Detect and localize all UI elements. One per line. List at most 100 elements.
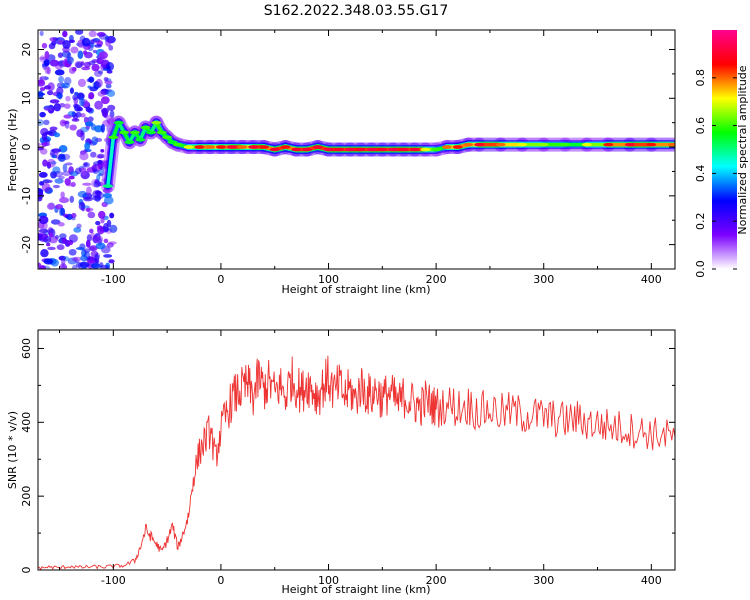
spectrogram-speckle xyxy=(75,30,84,35)
spectrogram-speckle xyxy=(68,67,76,75)
y-tick-label: -20 xyxy=(20,236,33,254)
colorbar-tick-label: 0.4 xyxy=(694,165,707,183)
spectrogram-speckle xyxy=(61,257,66,266)
spectrogram-speckle xyxy=(44,131,53,135)
spectrogram-speckle xyxy=(108,259,115,264)
spectrogram-speckle xyxy=(67,111,76,117)
spectrogram-speckle xyxy=(59,263,68,269)
spectrogram-ridge-point xyxy=(151,120,162,125)
spectrogram-speckle xyxy=(90,263,101,269)
spectrogram-speckle xyxy=(80,254,88,262)
colorbar-tick-label: 0.6 xyxy=(694,117,707,135)
spectrogram-speckle xyxy=(97,153,105,159)
spectrogram-speckle xyxy=(38,142,42,147)
spectrogram-ridge-point xyxy=(452,145,463,149)
spectrogram-speckle xyxy=(43,106,53,112)
spectrogram-ridge-point xyxy=(226,145,237,149)
spectrogram-speckle xyxy=(82,182,92,186)
spectrogram-speckle xyxy=(56,92,63,99)
spectrogram-speckle xyxy=(59,197,69,204)
spectrogram-speckle xyxy=(89,228,94,234)
spectrogram-speckle xyxy=(74,91,79,96)
spectrogram-speckle xyxy=(105,83,112,89)
spectrogram-speckle xyxy=(76,106,83,112)
spectrogram-speckle xyxy=(108,44,114,51)
spectrogram-ridge-segment xyxy=(138,125,148,142)
spectrogram-speckle xyxy=(105,39,112,47)
spectrogram-speckle xyxy=(95,78,103,88)
spectrogram-speckle xyxy=(42,159,48,167)
spectrogram-speckle xyxy=(46,242,51,247)
spectrogram-speckle xyxy=(52,166,61,174)
x-tick-label: 200 xyxy=(426,273,447,286)
spectrogram-speckle xyxy=(38,147,44,151)
spectrogram-speckle xyxy=(73,227,82,233)
spectrogram-ridge-point xyxy=(102,184,113,188)
spectrogram-speckle xyxy=(87,211,96,219)
spectrogram-speckle xyxy=(39,111,46,118)
spectrogram-speckle xyxy=(60,191,65,199)
spectrogram-ridge-point xyxy=(398,147,409,152)
spectrogram-speckle xyxy=(70,46,79,54)
spectrogram-speckle xyxy=(91,136,99,146)
spectrogram-ridge-point xyxy=(291,147,302,152)
spectrogram-speckle xyxy=(46,158,56,168)
spectrogram-ridge-point xyxy=(538,142,549,147)
spectrogram-speckle xyxy=(62,40,71,49)
spectrogram-speckle xyxy=(53,132,61,138)
spectrogram-speckle xyxy=(77,50,84,60)
colorbar: 0.0 0.2 0.4 0.6 0.8 Normalized spectral ampl… xyxy=(694,30,749,278)
spectrogram-speckle xyxy=(43,85,52,90)
snr-frame xyxy=(37,329,676,571)
spectrogram-speckle xyxy=(57,154,66,162)
spectrogram-speckle xyxy=(81,37,91,47)
x-tick-label: 300 xyxy=(533,574,554,587)
spectrogram-speckle xyxy=(80,113,86,118)
spectrogram-speckle xyxy=(43,59,50,67)
spectrogram-ridge-segment xyxy=(106,135,116,188)
spectrogram-speckle xyxy=(97,159,103,165)
colorbar-label: Normalized spectral amplitude xyxy=(736,65,749,234)
spectrogram-speckle xyxy=(49,152,59,156)
spectrogram-speckle xyxy=(91,63,100,72)
spectrogram-ridge-point xyxy=(269,147,280,152)
spectrogram-speckle xyxy=(103,254,113,258)
spectrogram-speckle xyxy=(92,169,99,175)
spectrogram-speckle xyxy=(39,75,49,81)
spectrogram-speckle xyxy=(69,195,75,203)
spectrogram-y-axis-label: Frequency (Hz) xyxy=(6,109,19,192)
spectrogram-speckle xyxy=(94,70,103,77)
spectrogram-speckle xyxy=(49,99,60,104)
spectrogram-speckle xyxy=(96,57,104,65)
spectrogram-ridge-point xyxy=(495,142,506,147)
spectrogram-speckle xyxy=(103,238,109,244)
spectrogram-ridge-point xyxy=(124,140,135,144)
spectrogram-speckle xyxy=(38,79,45,85)
spectrogram-speckle xyxy=(95,220,101,226)
spectrogram-speckle xyxy=(68,234,78,243)
spectrogram-speckle xyxy=(75,246,85,251)
spectrogram-ridge-point xyxy=(113,120,124,125)
spectrogram-speckle xyxy=(100,96,110,105)
spectrogram-speckle xyxy=(84,121,94,127)
spectrogram-ridge-point xyxy=(108,135,119,140)
spectrogram-speckle xyxy=(62,237,67,245)
spectrogram-speckle xyxy=(55,64,63,70)
spectrogram-speckle xyxy=(51,154,58,159)
spectrogram-speckle xyxy=(97,70,104,75)
spectrogram-speckle xyxy=(77,190,88,198)
spectrogram-speckle xyxy=(106,242,114,248)
spectrogram-speckle xyxy=(85,239,91,248)
x-tick-label: 0 xyxy=(217,574,224,587)
spectrogram-speckle xyxy=(57,52,64,58)
spectrogram-ridge-segment xyxy=(111,120,121,140)
spectrogram-speckle xyxy=(43,258,54,265)
spectrogram-speckle xyxy=(109,224,118,233)
spectrogram-speckle xyxy=(38,265,47,269)
spectrogram-speckle xyxy=(92,81,102,90)
spectrogram-speckle xyxy=(50,160,57,165)
chart-title: S162.2022.348.03.55.G17 xyxy=(264,3,449,19)
spectrogram-speckle xyxy=(89,86,98,92)
spectrogram-speckle xyxy=(39,30,44,37)
spectrogram-speckle xyxy=(39,238,49,242)
